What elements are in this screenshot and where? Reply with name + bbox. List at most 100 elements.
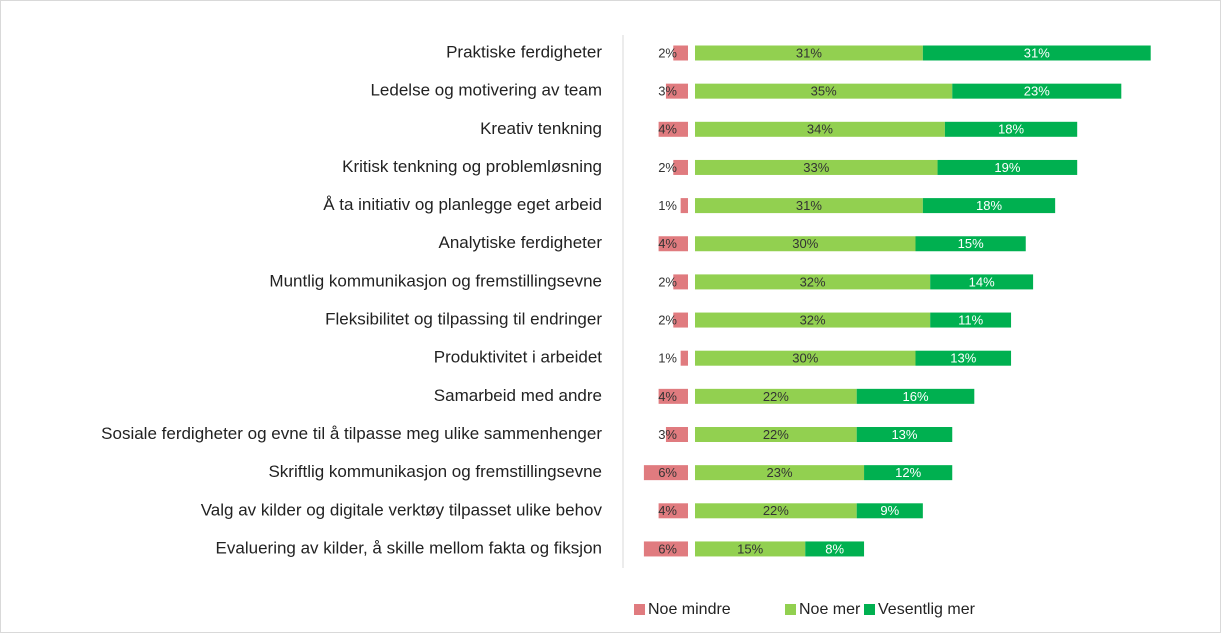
category-label: Å ta initiativ og planlegge eget arbeid — [323, 195, 602, 214]
value-label: 13% — [891, 427, 917, 442]
bar-segment — [695, 312, 931, 328]
legend-swatch — [634, 604, 645, 615]
value-label: 2% — [658, 274, 677, 289]
value-label: 2% — [658, 312, 677, 327]
value-label: 22% — [763, 503, 789, 518]
bar-segment — [864, 465, 953, 481]
bar-segment — [922, 45, 1151, 61]
bar-segment — [805, 541, 865, 557]
bar-segment — [673, 312, 688, 328]
value-label: 1% — [658, 198, 677, 213]
legend-swatch — [864, 604, 875, 615]
bar-segment — [695, 427, 857, 442]
value-label: 33% — [803, 160, 829, 175]
bar-segment — [665, 83, 688, 99]
bar-segment — [695, 465, 865, 481]
bar-segment — [856, 427, 953, 442]
bar-segment — [658, 503, 688, 519]
value-label: 32% — [800, 312, 826, 327]
category-label: Evaluering av kilder, å skille mellom fa… — [216, 538, 602, 557]
legend-label: Vesentlig mer — [878, 601, 976, 618]
bar-segment — [922, 198, 1056, 214]
category-label: Ledelse og motivering av team — [370, 81, 602, 100]
bar-segment — [695, 388, 857, 404]
value-label: 31% — [796, 198, 822, 213]
category-label: Samarbeid med andre — [434, 386, 602, 405]
bar-segment — [658, 121, 688, 137]
value-label: 35% — [811, 84, 837, 99]
value-label: 2% — [658, 160, 677, 175]
value-label: 31% — [1024, 45, 1050, 60]
bar-segment — [695, 503, 857, 519]
value-label: 30% — [792, 351, 818, 366]
category-label: Valg av kilder og digitale verktøy tilpa… — [201, 500, 603, 519]
value-label: 3% — [658, 84, 677, 99]
value-label: 4% — [658, 236, 677, 251]
value-label: 9% — [880, 503, 899, 518]
bar-segment — [937, 159, 1078, 175]
value-label: 4% — [658, 503, 677, 518]
bar-segment — [930, 312, 1012, 328]
bar-segment — [856, 388, 975, 404]
bar-segment — [695, 45, 923, 61]
bar-segment — [695, 159, 938, 175]
value-label: 4% — [658, 122, 677, 137]
category-label: Kreativ tenkning — [480, 119, 602, 138]
value-label: 13% — [950, 351, 976, 366]
bar-segment — [695, 541, 806, 557]
value-label: 6% — [658, 541, 677, 556]
value-label: 15% — [737, 541, 763, 556]
legend-label: Noe mindre — [648, 601, 731, 618]
category-label: Kritisk tenkning og problemløsning — [342, 157, 602, 176]
category-label: Fleksibilitet og tilpassing til endringe… — [325, 310, 602, 329]
category-label: Analytiske ferdigheter — [439, 233, 603, 252]
bar-segment — [695, 236, 916, 252]
value-label: 11% — [958, 312, 983, 327]
value-label: 32% — [800, 274, 826, 289]
bar-segment — [915, 236, 1026, 252]
bar-segment — [643, 541, 688, 557]
value-label: 30% — [792, 236, 818, 251]
bar-segment — [944, 121, 1078, 137]
value-label: 1% — [658, 351, 677, 366]
category-label: Sosiale ferdigheter og evne til å tilpas… — [101, 424, 602, 443]
value-label: 34% — [807, 122, 833, 137]
bar-segment — [856, 503, 923, 519]
value-label: 2% — [658, 45, 677, 60]
bar-segment — [673, 159, 688, 175]
legend-label: Noe mer — [799, 601, 861, 618]
legend-swatch — [785, 604, 796, 615]
value-label: 23% — [1024, 84, 1050, 99]
value-label: 6% — [658, 465, 677, 480]
bar-segment — [695, 274, 931, 290]
value-label: 18% — [998, 122, 1024, 137]
bar-segment — [658, 236, 688, 252]
value-label: 3% — [658, 427, 677, 442]
value-label: 23% — [767, 465, 793, 480]
category-label: Produktivitet i arbeidet — [434, 348, 602, 367]
value-label: 4% — [658, 389, 677, 404]
bar-segment — [643, 465, 688, 481]
category-label: Praktiske ferdigheter — [446, 42, 602, 61]
category-label: Skriftlig kommunikasjon og fremstillings… — [268, 462, 602, 481]
category-label: Muntlig kommunikasjon og fremstillingsev… — [269, 271, 602, 290]
bar-segment — [930, 274, 1034, 290]
bar-segment — [658, 388, 688, 404]
bar-segment — [952, 83, 1122, 99]
bar-segment — [915, 350, 1012, 366]
value-label: 12% — [895, 465, 921, 480]
bar-segment — [673, 45, 688, 61]
value-label: 31% — [796, 45, 822, 60]
bar-segment — [695, 350, 916, 366]
value-label: 22% — [763, 389, 789, 404]
bar-segment — [673, 274, 688, 290]
bar-segment — [695, 83, 953, 99]
bar-segment — [680, 350, 688, 366]
value-label: 22% — [763, 427, 789, 442]
bar-segment — [695, 121, 945, 137]
value-label: 19% — [994, 160, 1020, 175]
value-label: 15% — [958, 236, 984, 251]
bar-segment — [665, 427, 688, 442]
